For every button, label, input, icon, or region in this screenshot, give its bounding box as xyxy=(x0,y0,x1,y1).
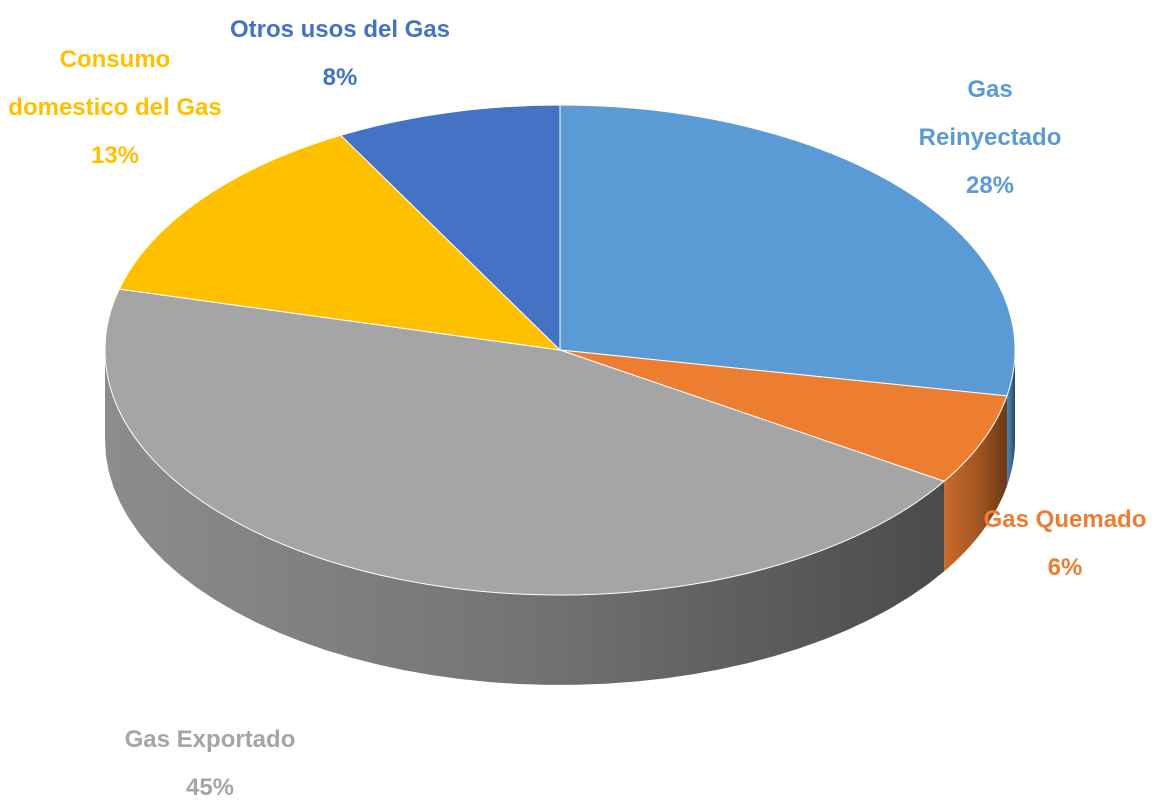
category-label: Otros usos del Gas xyxy=(229,16,451,43)
slice xyxy=(559,349,1008,482)
category-label: Gas Exportado xyxy=(124,726,296,753)
category-label: Consumo domestico del Gas xyxy=(8,46,222,121)
value-label: 8% xyxy=(322,64,358,91)
data-label: Otros usos del Gas 8% xyxy=(225,6,455,102)
category-label: Gas Reinyectado xyxy=(918,76,1062,151)
data-label: Consumo domestico del Gas 13% xyxy=(8,36,223,180)
slice xyxy=(104,288,946,596)
value-label: 45% xyxy=(185,774,235,801)
slice-side-shade xyxy=(105,350,945,685)
slice-side-shade xyxy=(1006,350,1015,486)
value-label: 28% xyxy=(965,172,1015,199)
data-label: Gas Reinyectado 28% xyxy=(895,66,1085,210)
slice xyxy=(118,134,562,351)
slice xyxy=(339,104,561,352)
data-label: Gas Quemado 6% xyxy=(955,496,1173,592)
value-label: 6% xyxy=(1047,554,1083,581)
value-label: 13% xyxy=(90,142,140,169)
slice xyxy=(559,104,1016,397)
category-label: Gas Quemado xyxy=(983,506,1147,533)
data-label: Gas Exportado 45% xyxy=(90,716,330,812)
slice-side-shade xyxy=(944,395,1007,572)
